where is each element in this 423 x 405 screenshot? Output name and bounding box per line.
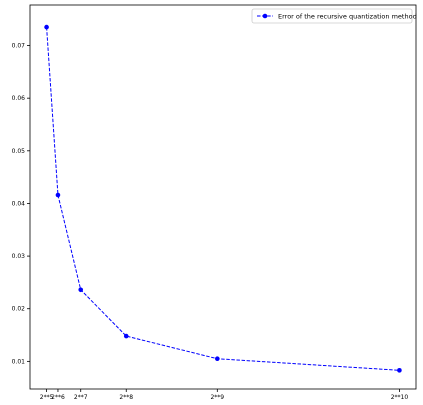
x-tick-label: 2**7 — [74, 394, 88, 401]
y-tick-label: 0.07 — [12, 43, 26, 50]
data-point — [123, 333, 129, 339]
y-tick-label: 0.03 — [12, 253, 26, 260]
y-tick-label: 0.05 — [12, 148, 26, 155]
legend-marker — [262, 13, 268, 19]
series-line — [46, 27, 400, 371]
x-tick-label: 2**6 — [51, 394, 65, 401]
plot-area — [44, 24, 402, 373]
y-tick-label: 0.02 — [12, 306, 26, 313]
data-point — [397, 368, 402, 373]
legend-label: Error of the recursive quantization meth… — [278, 12, 417, 20]
legend: Error of the recursive quantization meth… — [251, 8, 417, 24]
x-tick-label: 2**8 — [119, 394, 133, 401]
data-point — [55, 192, 61, 198]
data-point — [215, 356, 220, 362]
x-tick-label: 2**9 — [210, 394, 224, 401]
plot-frame — [29, 4, 417, 390]
y-tick-label: 0.04 — [12, 200, 26, 207]
x-tick-label: 2**5 — [40, 394, 54, 401]
data-point — [78, 287, 84, 293]
axes: 0.01 0.02 0.03 0.04 0.05 0.06 0.07 2**52**6 2**7… — [12, 4, 417, 401]
legend-box — [251, 8, 413, 24]
y-tick-label: 0.01 — [12, 358, 26, 365]
data-point — [44, 24, 49, 30]
x-tick-label: 2**10 — [391, 394, 409, 401]
y-tick-label: 0.06 — [12, 95, 26, 102]
